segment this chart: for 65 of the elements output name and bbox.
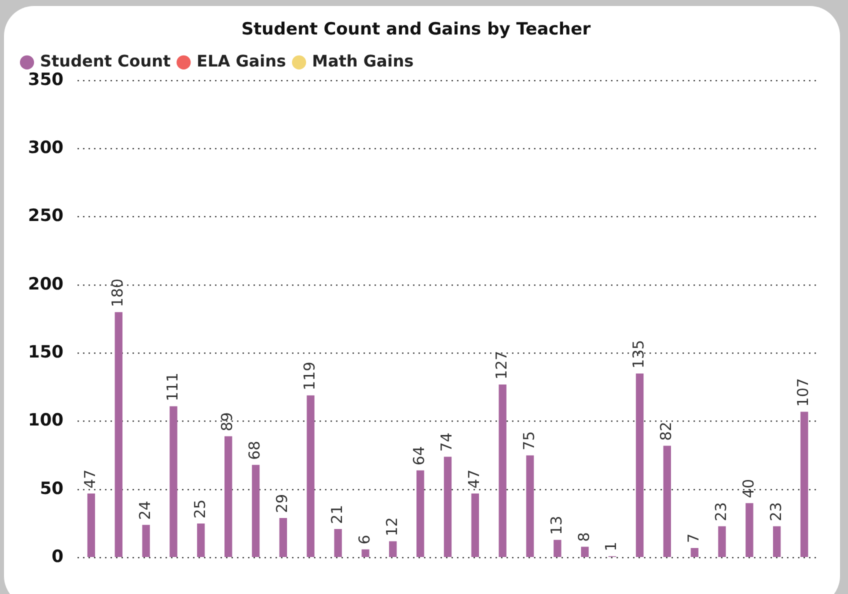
bar [746, 503, 754, 557]
y-tick-label: 0 [52, 547, 64, 568]
bar [114, 312, 122, 557]
data-label: 1 [602, 542, 620, 552]
bar [800, 412, 808, 557]
data-label: 119 [300, 362, 318, 390]
data-label: 6 [355, 534, 374, 544]
bar [444, 456, 452, 557]
y-tick-label: 100 [28, 410, 64, 431]
bar [636, 374, 644, 557]
data-label: 127 [492, 350, 510, 380]
data-label: 74 [438, 432, 456, 452]
legend-label: Math Gains [312, 52, 414, 71]
data-label: 107 [794, 378, 812, 407]
bar [252, 464, 260, 557]
data-label: 13 [547, 516, 566, 535]
bar [362, 549, 370, 557]
data-label: 135 [630, 340, 648, 369]
data-label: 29 [273, 494, 292, 514]
bar [170, 406, 178, 557]
data-label: 8 [574, 532, 593, 542]
data-label: 82 [657, 422, 676, 441]
y-tick-label: 200 [28, 274, 64, 294]
bar [690, 548, 698, 557]
y-tick-label: 250 [28, 206, 64, 226]
bar [498, 384, 506, 557]
bar [718, 526, 726, 557]
bar [224, 436, 232, 557]
data-label: 47 [81, 469, 100, 489]
bar [663, 446, 671, 557]
data-label: 23 [766, 502, 785, 522]
data-label: 75 [520, 431, 538, 450]
data-label: 21 [328, 504, 346, 524]
data-label: 68 [246, 440, 264, 460]
bar [87, 494, 96, 557]
data-label: 24 [136, 500, 154, 520]
bar [334, 528, 342, 557]
data-label: 12 [382, 517, 401, 536]
y-tick-label: 150 [28, 342, 64, 363]
data-label: 47 [465, 469, 484, 489]
bar [279, 518, 288, 557]
bar [389, 541, 397, 557]
bar [306, 395, 314, 557]
data-label: 40 [739, 478, 758, 498]
bar [581, 546, 589, 557]
y-tick-label: 300 [28, 138, 64, 158]
bar [554, 540, 562, 557]
bar [773, 526, 781, 557]
y-tick-label: 50 [40, 478, 64, 499]
legend-label: ELA Gains [196, 52, 286, 71]
data-label: 89 [218, 412, 236, 432]
data-label: 23 [712, 502, 730, 522]
chart-title: Student Count and Gains by Teacher [241, 20, 592, 40]
data-label: 111 [163, 372, 182, 402]
data-label: 180 [108, 278, 127, 308]
bar [416, 470, 424, 557]
bar [471, 494, 480, 557]
data-label: 25 [190, 499, 209, 519]
bar [197, 524, 205, 557]
bar [526, 455, 534, 557]
data-label: 64 [410, 446, 428, 466]
bar [142, 524, 150, 557]
legend-label: Student Count [40, 52, 171, 71]
y-tick-label: 350 [28, 70, 64, 90]
data-label: 7 [684, 534, 702, 544]
